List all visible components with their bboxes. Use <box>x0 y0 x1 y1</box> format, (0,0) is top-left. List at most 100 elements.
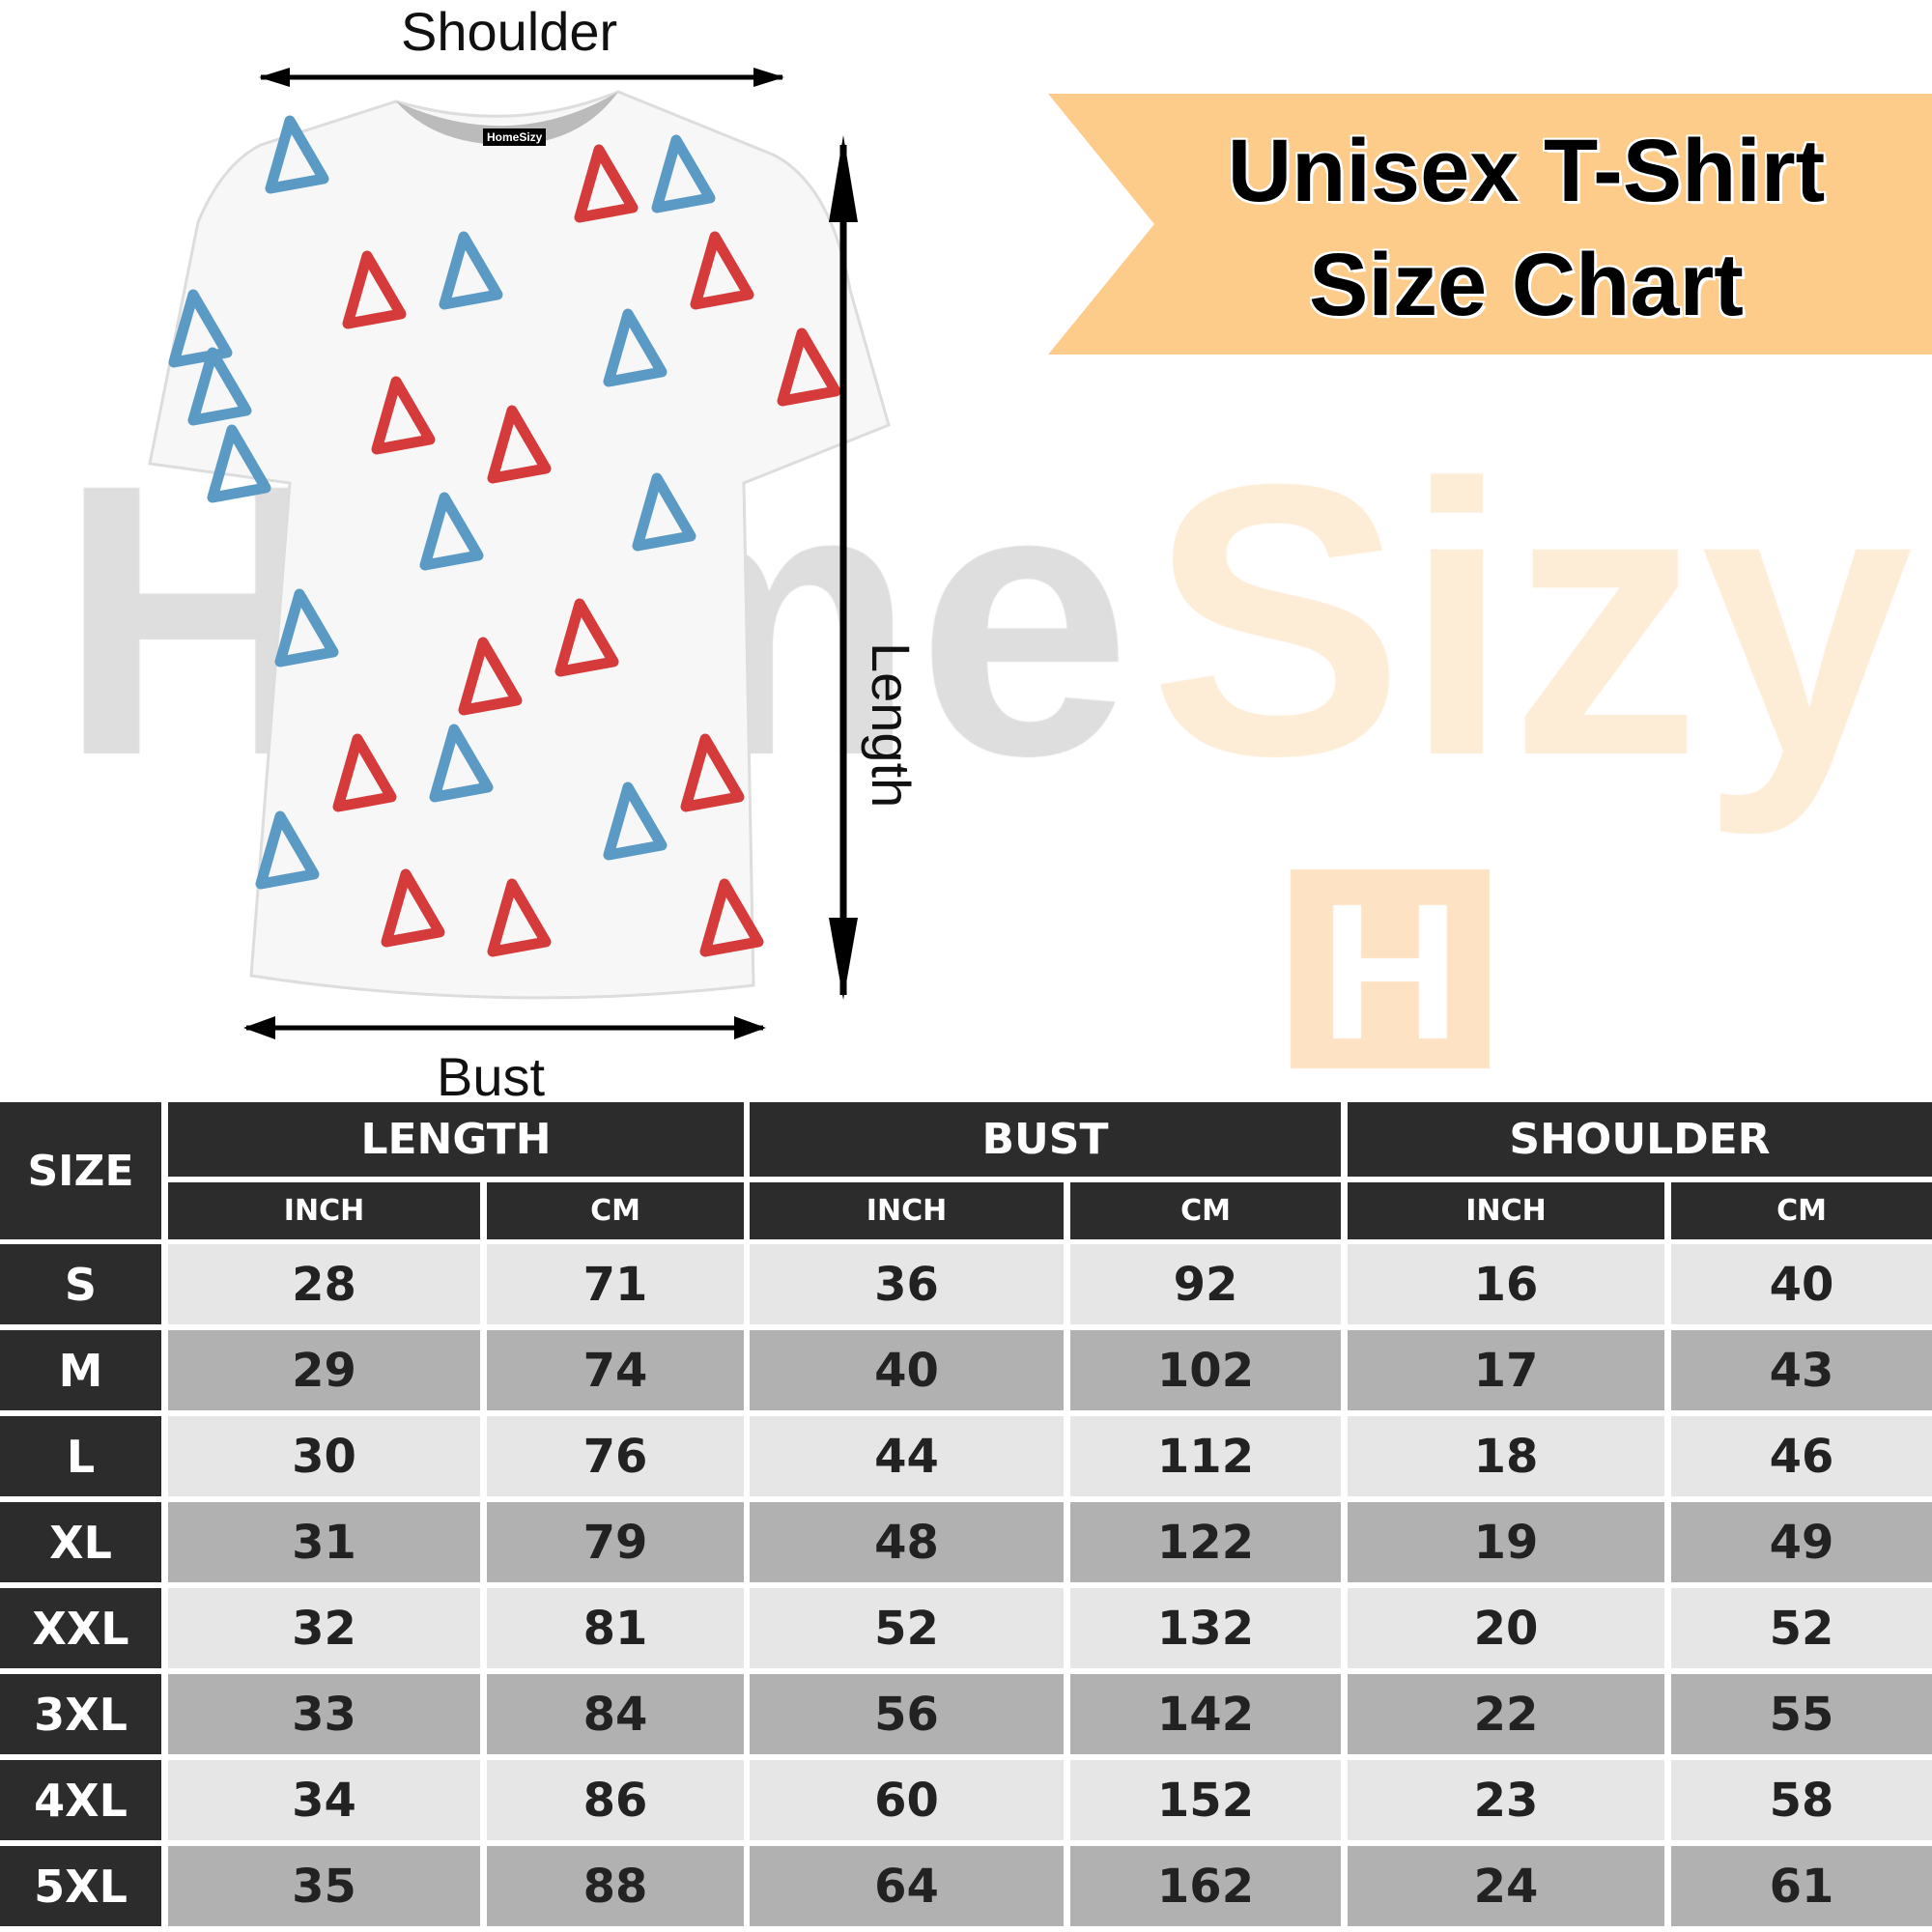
value-cell-length-cm: 76 <box>487 1416 744 1496</box>
pattern-triangle <box>255 810 320 890</box>
group-header-shoulder: SHOULDER <box>1348 1102 1932 1177</box>
unit-header-shoulder-cm: CM <box>1671 1182 1932 1239</box>
unit-header-shoulder-inch: INCH <box>1348 1182 1664 1239</box>
value-cell-bust-inch: 56 <box>750 1674 1064 1754</box>
pattern-triangle <box>265 115 329 194</box>
shirt-tag: HomeSizy <box>483 128 547 146</box>
unit-header-bust-inch: INCH <box>750 1182 1064 1239</box>
pattern-triangle <box>487 878 552 957</box>
pattern-triangle <box>207 424 271 503</box>
size-cell: 3XL <box>0 1674 161 1754</box>
value-cell-length-cm: 84 <box>487 1674 744 1754</box>
value-cell-shoulder-inch: 18 <box>1348 1416 1664 1496</box>
value-cell-length-inch: 29 <box>168 1330 480 1410</box>
value-cell-shoulder-cm: 55 <box>1671 1674 1932 1754</box>
group-header-bust: BUST <box>750 1102 1341 1177</box>
value-cell-shoulder-inch: 24 <box>1348 1846 1664 1926</box>
value-cell-bust-inch: 36 <box>750 1244 1064 1324</box>
size-cell: S <box>0 1244 161 1324</box>
value-cell-shoulder-cm: 46 <box>1671 1416 1932 1496</box>
value-cell-length-inch: 34 <box>168 1760 480 1840</box>
unit-header-bust-cm: CM <box>1070 1182 1341 1239</box>
pattern-triangle <box>274 588 339 668</box>
value-cell-shoulder-cm: 61 <box>1671 1846 1932 1926</box>
value-cell-length-cm: 88 <box>487 1846 744 1926</box>
unit-header-length-inch: INCH <box>168 1182 480 1239</box>
value-cell-shoulder-cm: 40 <box>1671 1244 1932 1324</box>
value-cell-bust-cm: 132 <box>1070 1588 1341 1668</box>
value-cell-shoulder-inch: 20 <box>1348 1588 1664 1668</box>
pattern-triangle <box>603 308 668 387</box>
value-cell-length-inch: 30 <box>168 1416 480 1496</box>
pattern-triangle <box>439 231 503 310</box>
pattern-triangle <box>168 289 233 368</box>
value-cell-bust-inch: 52 <box>750 1588 1064 1668</box>
pattern-triangle <box>419 492 484 571</box>
size-cell: 4XL <box>0 1760 161 1840</box>
value-cell-bust-inch: 40 <box>750 1330 1064 1410</box>
pattern-triangle <box>429 724 494 803</box>
value-cell-bust-inch: 48 <box>750 1502 1064 1582</box>
size-cell: M <box>0 1330 161 1410</box>
value-cell-bust-cm: 162 <box>1070 1846 1341 1926</box>
value-cell-length-cm: 74 <box>487 1330 744 1410</box>
value-cell-bust-inch: 44 <box>750 1416 1064 1496</box>
value-cell-length-inch: 31 <box>168 1502 480 1582</box>
value-cell-shoulder-inch: 16 <box>1348 1244 1664 1324</box>
value-cell-shoulder-inch: 22 <box>1348 1674 1664 1754</box>
title-line-2: Size Chart <box>1309 236 1744 334</box>
value-cell-bust-inch: 60 <box>750 1760 1064 1840</box>
group-header-length: LENGTH <box>168 1102 744 1177</box>
value-cell-shoulder-inch: 23 <box>1348 1760 1664 1840</box>
length-label: Length <box>861 642 922 809</box>
size-cell: L <box>0 1416 161 1496</box>
title-line-1: Unisex T-Shirt <box>1227 122 1826 220</box>
tshirt-image <box>148 68 891 1039</box>
pattern-triangle <box>574 144 639 223</box>
value-cell-length-cm: 71 <box>487 1244 744 1324</box>
pattern-triangle <box>371 376 436 455</box>
pattern-triangle <box>603 781 668 861</box>
value-cell-shoulder-inch: 17 <box>1348 1330 1664 1410</box>
value-cell-bust-cm: 102 <box>1070 1330 1341 1410</box>
size-cell: XXL <box>0 1588 161 1668</box>
title-banner <box>1048 94 1932 355</box>
chart-title: Unisex T-Shirt Size Chart <box>1140 114 1913 342</box>
value-cell-shoulder-cm: 58 <box>1671 1760 1932 1840</box>
pattern-triangle <box>458 637 523 716</box>
value-cell-bust-cm: 152 <box>1070 1760 1341 1840</box>
value-cell-shoulder-cm: 49 <box>1671 1502 1932 1582</box>
pattern-triangle <box>651 134 716 213</box>
size-cell: XL <box>0 1502 161 1582</box>
unit-header-length-cm: CM <box>487 1182 744 1239</box>
pattern-triangle <box>342 250 407 329</box>
value-cell-bust-cm: 142 <box>1070 1674 1341 1754</box>
pattern-triangle <box>187 347 252 426</box>
value-cell-length-cm: 79 <box>487 1502 744 1582</box>
value-cell-bust-inch: 64 <box>750 1846 1064 1926</box>
pattern-triangle <box>699 878 764 957</box>
value-cell-shoulder-cm: 52 <box>1671 1588 1932 1668</box>
bust-label: Bust <box>437 1046 546 1107</box>
value-cell-shoulder-inch: 19 <box>1348 1502 1664 1582</box>
pattern-triangle <box>554 598 619 677</box>
value-cell-bust-cm: 122 <box>1070 1502 1341 1582</box>
pattern-triangle <box>487 405 552 484</box>
pattern-triangle <box>690 231 754 310</box>
value-cell-length-inch: 35 <box>168 1846 480 1926</box>
pattern-triangle <box>381 868 445 948</box>
value-cell-length-cm: 86 <box>487 1760 744 1840</box>
value-cell-bust-cm: 112 <box>1070 1416 1341 1496</box>
pattern-triangle <box>632 472 696 552</box>
value-cell-length-inch: 28 <box>168 1244 480 1324</box>
value-cell-length-inch: 33 <box>168 1674 480 1754</box>
value-cell-length-inch: 32 <box>168 1588 480 1668</box>
value-cell-bust-cm: 92 <box>1070 1244 1341 1324</box>
pattern-triangle <box>332 733 397 812</box>
value-cell-shoulder-cm: 43 <box>1671 1330 1932 1410</box>
pattern-triangle <box>680 733 745 812</box>
shoulder-label: Shoulder <box>401 1 618 62</box>
value-cell-length-cm: 81 <box>487 1588 744 1668</box>
size-cell: 5XL <box>0 1846 161 1926</box>
size-header: SIZE <box>0 1102 161 1239</box>
